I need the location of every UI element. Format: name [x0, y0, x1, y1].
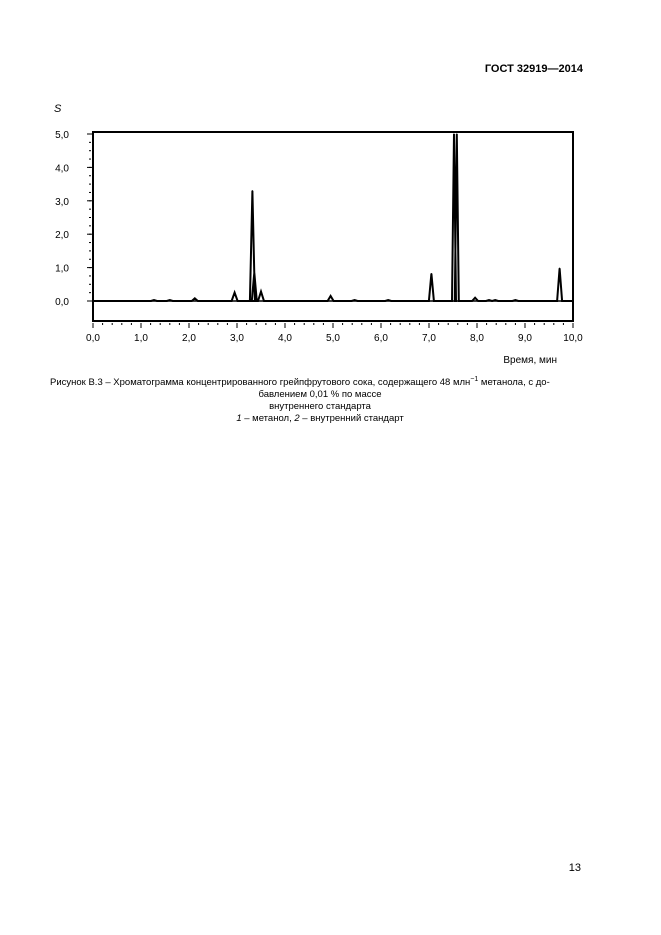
axes-layer [92, 131, 574, 322]
chromatogram-trace [93, 133, 573, 302]
chromatogram-chart: 0,0 1,0 2,0 3,0 4,0 5,0 0,0 1,0 2,0 3,0 4,0 5,0 6,0 7… [54, 103, 583, 366]
caption-line-3: внутреннего стандарта [269, 401, 371, 413]
x-tick-label: 2,0 [182, 333, 196, 344]
page-number: 13 [568, 862, 581, 874]
x-tick-label: 1,0 [134, 333, 148, 344]
x-tick-label: 10,0 [563, 333, 583, 344]
y-tick-label: 5,0 [55, 130, 69, 141]
x-tick-label: 4,0 [278, 333, 292, 344]
y-tick-label: 0,0 [55, 297, 69, 308]
y-tick-label: 3,0 [55, 197, 69, 208]
caption-superscript: −1 [470, 376, 479, 383]
y-axis-label: S [54, 103, 62, 115]
caption-legend: 1 – метанол, 2 – внутренний стандарт [236, 413, 404, 425]
figure-caption: Рисунок В.3 – Хроматограмма концентриров… [50, 374, 590, 425]
x-tick-label: 6,0 [374, 333, 388, 344]
document-id: ГОСТ 32919—2014 [484, 63, 583, 75]
x-tick-label: 5,0 [326, 333, 340, 344]
y-tick-label: 1,0 [55, 264, 69, 275]
labels-layer: 0,0 1,0 2,0 3,0 4,0 5,0 0,0 1,0 2,0 3,0 4,0 5,0 6,0 7… [55, 130, 583, 344]
caption-line-1: Рисунок В.3 – Хроматограмма концентриров… [50, 376, 550, 389]
caption-line-2: бавлением 0,01 % по массе [258, 389, 382, 401]
y-tick-label: 2,0 [55, 230, 69, 241]
x-tick-label: 7,0 [422, 333, 436, 344]
x-tick-label: 0,0 [86, 333, 100, 344]
ticks-layer [87, 133, 574, 328]
x-axis-label: Время, мин [503, 355, 557, 366]
x-tick-label: 9,0 [518, 333, 532, 344]
x-tick-label: 3,0 [230, 333, 244, 344]
plot-frame [92, 131, 574, 322]
x-tick-label: 8,0 [470, 333, 484, 344]
y-tick-label: 4,0 [55, 163, 69, 174]
